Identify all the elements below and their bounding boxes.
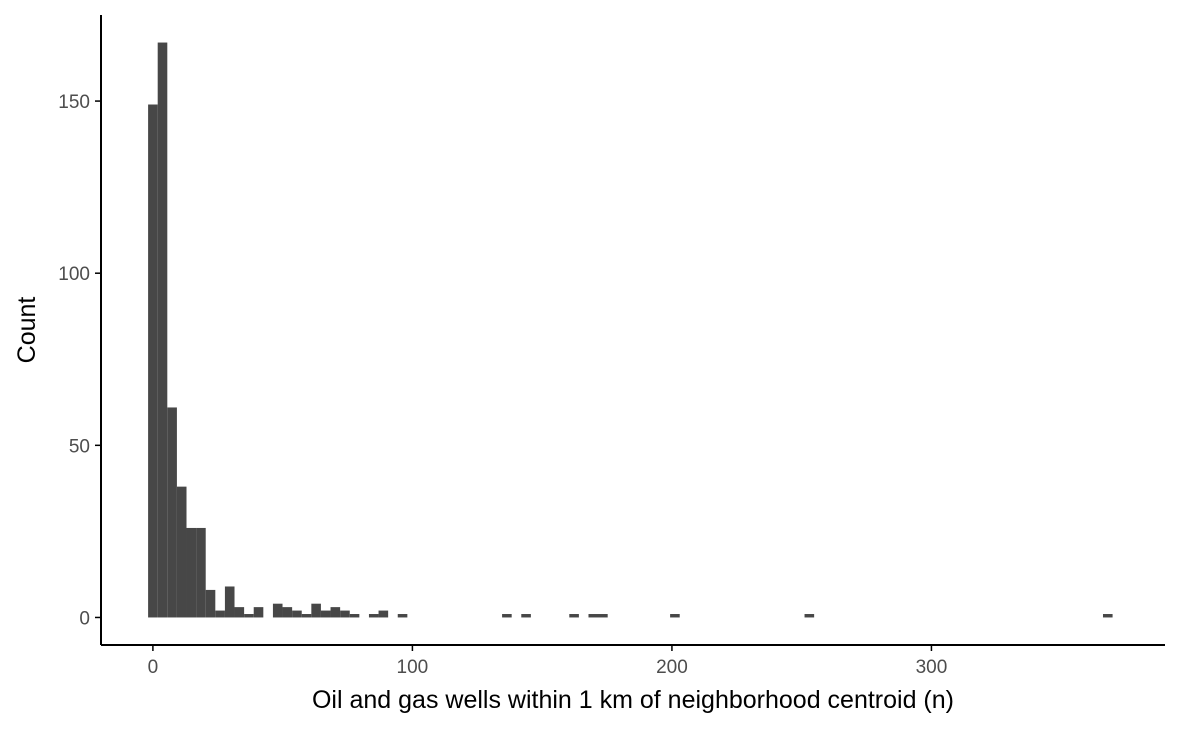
histogram-bar <box>670 614 680 618</box>
histogram-bar <box>148 104 158 618</box>
histogram-bar <box>272 603 283 618</box>
x-tick-label: 300 <box>916 657 948 678</box>
histogram-bar <box>378 610 389 618</box>
histogram-bar <box>330 607 341 618</box>
y-axis-title: Count <box>13 297 41 364</box>
histogram-bar <box>301 614 312 618</box>
histogram-bar <box>292 610 302 618</box>
histogram-bar <box>157 42 168 618</box>
histogram-bar <box>253 607 264 618</box>
x-ticks-layer: 0 100 200 300 <box>148 645 948 678</box>
x-axis-title: Oil and gas wells within 1 km of neighbo… <box>312 686 954 714</box>
histogram-bar <box>215 610 225 618</box>
y-tick-label: 50 <box>69 436 90 457</box>
histogram-bar <box>205 589 216 618</box>
histogram-bar <box>311 603 321 618</box>
histogram-bar <box>502 614 512 618</box>
histogram-bar <box>804 614 815 618</box>
x-tick-label: 0 <box>148 657 159 678</box>
y-tick-label: 0 <box>79 608 90 629</box>
histogram-bar <box>349 614 360 618</box>
x-tick-label: 100 <box>397 657 429 678</box>
histogram-bar <box>397 614 408 618</box>
histogram-bar <box>167 407 177 618</box>
bars-layer <box>148 42 1113 618</box>
histogram-bar <box>176 486 187 618</box>
y-tick-label: 100 <box>58 264 90 285</box>
histogram-bar <box>234 607 245 618</box>
histogram-bar <box>196 527 206 618</box>
x-tick-label: 200 <box>656 657 688 678</box>
histogram-bar <box>244 614 254 618</box>
histogram-bar <box>569 614 579 618</box>
histogram-bar <box>521 614 531 618</box>
histogram-bar <box>1102 614 1113 618</box>
histogram-bar <box>320 610 331 618</box>
histogram-bar <box>224 586 235 618</box>
histogram-bar <box>186 527 197 618</box>
y-tick-label: 150 <box>58 92 90 113</box>
histogram-bar <box>588 614 608 618</box>
histogram-bar <box>282 607 293 618</box>
histogram-bar <box>340 610 350 618</box>
histogram-bar <box>368 614 379 618</box>
